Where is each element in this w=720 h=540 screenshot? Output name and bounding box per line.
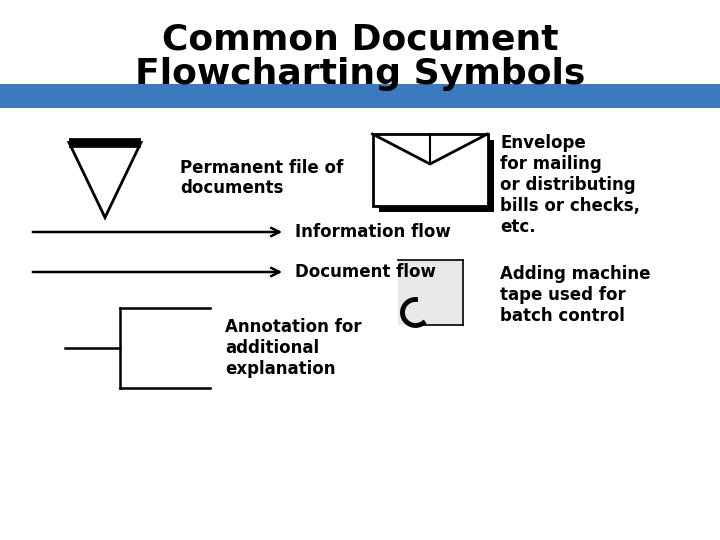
Bar — [397, 260, 462, 325]
Text: Common Document: Common Document — [162, 23, 558, 57]
Polygon shape — [69, 143, 141, 218]
Text: Document flow: Document flow — [295, 263, 436, 281]
Text: Annotation for
additional
explanation: Annotation for additional explanation — [225, 318, 361, 378]
Text: Flowcharting Symbols: Flowcharting Symbols — [135, 57, 585, 91]
Bar — [379, 140, 493, 212]
Text: Envelope
for mailing
or distributing
bills or checks,
etc.: Envelope for mailing or distributing bil… — [500, 134, 640, 235]
Text: Adding machine
tape used for
batch control: Adding machine tape used for batch contr… — [500, 265, 650, 325]
Text: Permanent file of
documents: Permanent file of documents — [180, 159, 343, 198]
Bar — [0, 84, 720, 108]
Text: Information flow: Information flow — [295, 223, 451, 241]
Bar — [372, 134, 487, 206]
